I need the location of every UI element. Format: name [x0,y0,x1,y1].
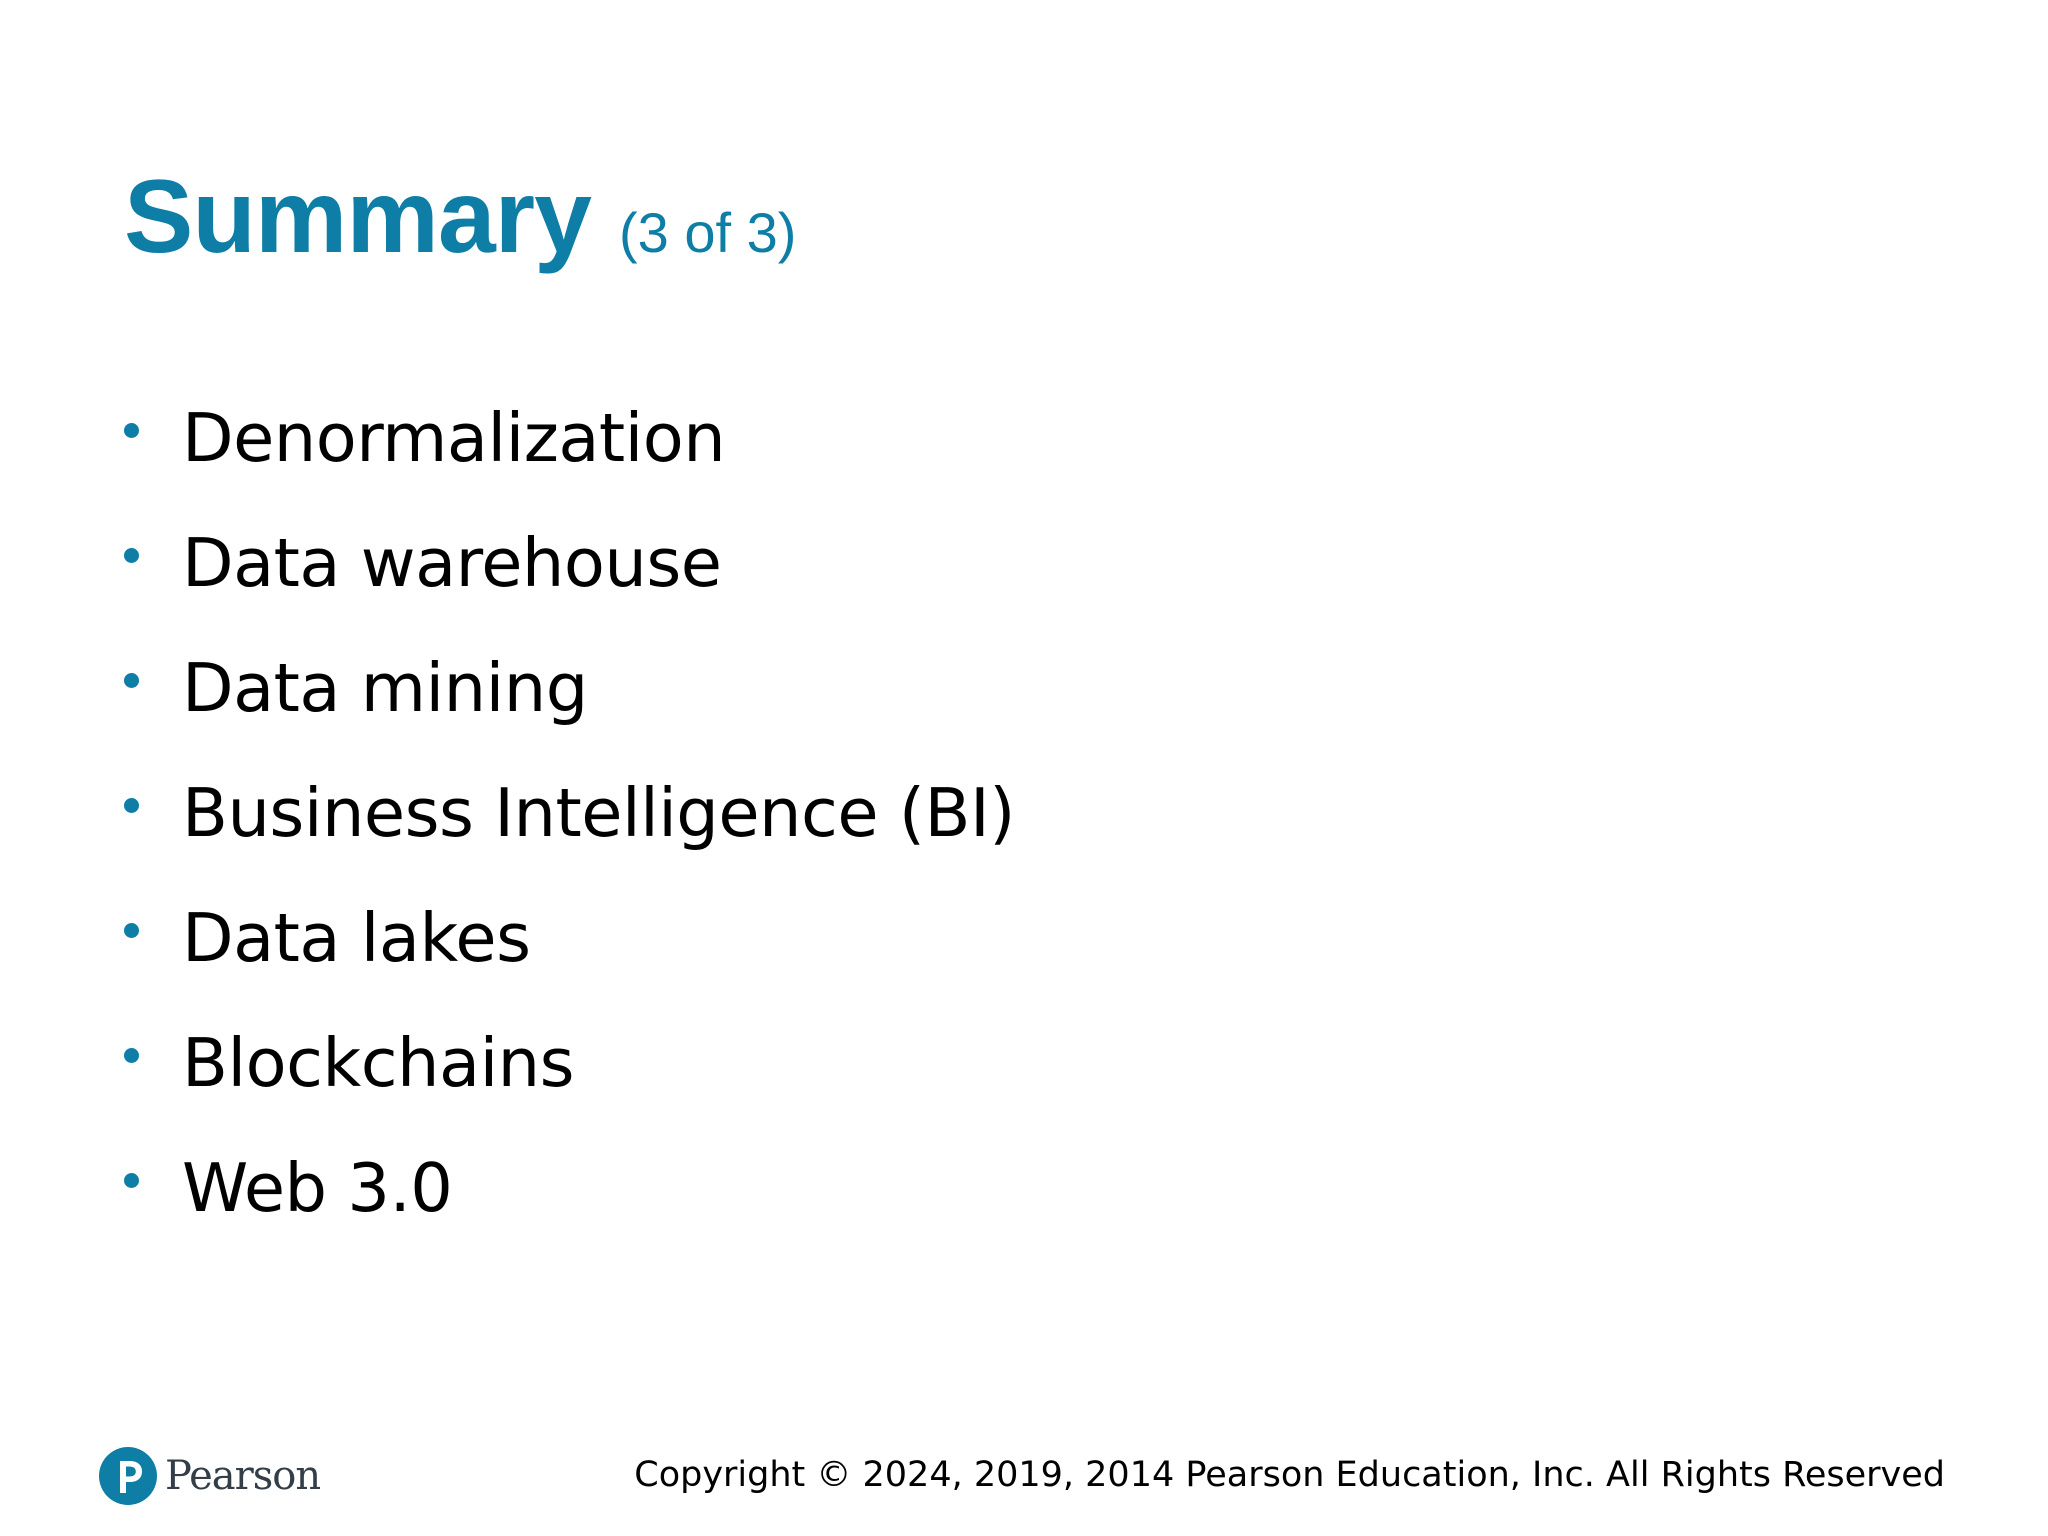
pearson-p-icon [99,1447,157,1505]
bullet-text: Web 3.0 [182,1148,453,1227]
bullet-text: Data lakes [182,898,531,977]
copyright-notice: Copyright © 2024, 2019, 2014 Pearson Edu… [634,1455,1945,1495]
bullet-item: Blockchains [124,1000,1015,1125]
bullet-item: Web 3.0 [124,1125,1015,1250]
logo-wordmark: Pearson [165,1453,321,1499]
bullet-item: Data lakes [124,875,1015,1000]
bullet-item: Denormalization [124,375,1015,500]
bullet-item: Business Intelligence (BI) [124,750,1015,875]
bullet-dot-icon [124,798,139,813]
bullet-item: Data mining [124,625,1015,750]
slide-subtitle: (3 of 3) [619,201,797,264]
bullet-dot-icon [124,1173,139,1188]
bullet-dot-icon [124,423,139,438]
bullet-text: Blockchains [182,1023,575,1102]
bullet-dot-icon [124,923,139,938]
bullet-text: Data mining [182,648,588,727]
bullet-item: Data warehouse [124,500,1015,625]
pearson-logo: Pearson [99,1447,321,1505]
slide-title-row: Summary (3 of 3) [124,165,796,269]
bullet-text: Business Intelligence (BI) [182,773,1015,852]
bullet-list: Denormalization Data warehouse Data mini… [124,375,1015,1250]
bullet-dot-icon [124,548,139,563]
slide-title: Summary [124,159,592,275]
bullet-dot-icon [124,1048,139,1063]
bullet-text: Denormalization [182,398,726,477]
bullet-text: Data warehouse [182,523,722,602]
bullet-dot-icon [124,673,139,688]
